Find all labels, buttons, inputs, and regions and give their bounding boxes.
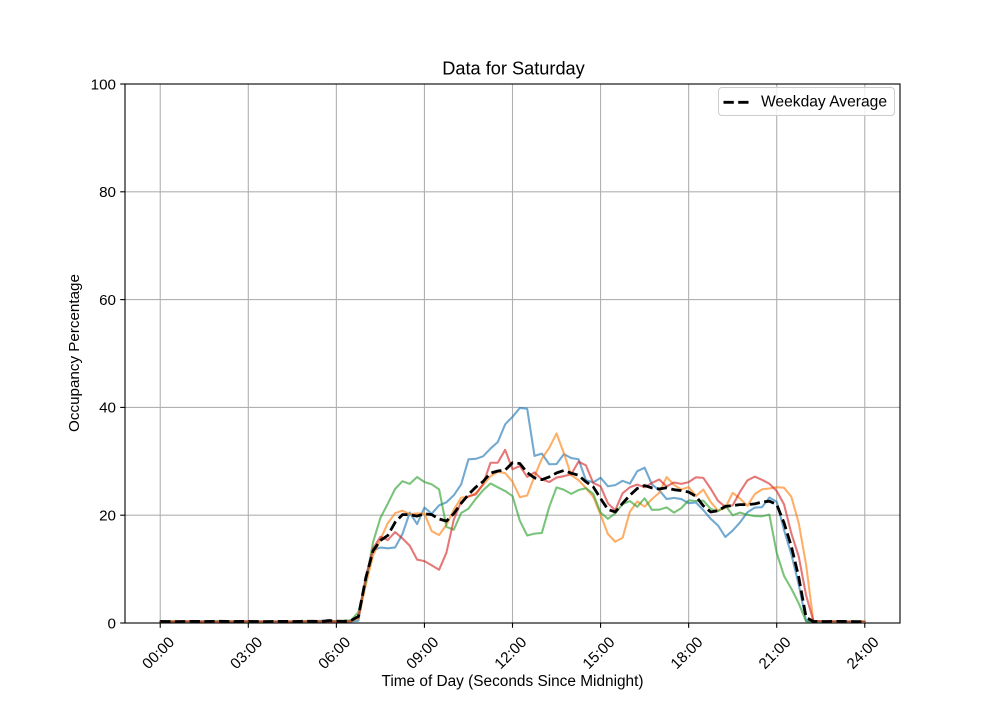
svg-text:20: 20 xyxy=(99,508,116,525)
svg-text:60: 60 xyxy=(99,292,116,309)
svg-text:Occupancy Percentage: Occupancy Percentage xyxy=(66,274,83,432)
svg-text:Time of Day (Seconds Since Mid: Time of Day (Seconds Since Midnight) xyxy=(381,673,643,690)
svg-text:0: 0 xyxy=(108,615,116,632)
svg-text:Weekday Average: Weekday Average xyxy=(761,93,887,110)
svg-text:80: 80 xyxy=(99,184,116,201)
svg-text:Data for Saturday: Data for Saturday xyxy=(442,58,585,78)
svg-text:100: 100 xyxy=(91,76,116,93)
svg-text:40: 40 xyxy=(99,400,116,417)
